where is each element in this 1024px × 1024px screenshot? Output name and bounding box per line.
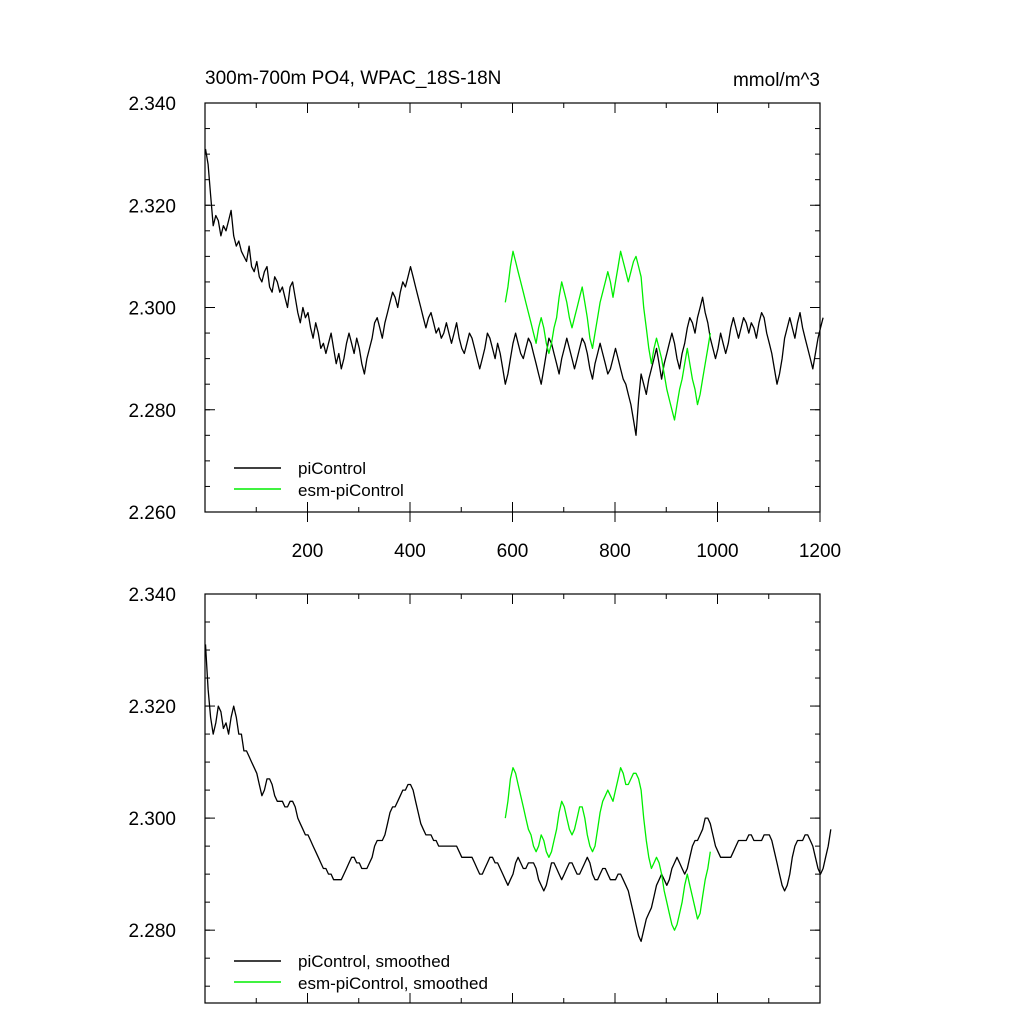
y-tick-label: 2.300 <box>128 809 176 830</box>
top-chart-title: 300m-700m PO4, WPAC_18S-18N <box>205 68 501 89</box>
x-tick-label: 1000 <box>696 541 738 562</box>
y-tick-label: 2.260 <box>128 503 176 524</box>
top-units-label: mmol/m^3 <box>733 70 820 91</box>
y-tick-label: 2.340 <box>128 94 176 115</box>
bottom-tick-layer: 2.280 2.300 2.320 2.340 <box>128 585 821 1003</box>
series-line-esm-picontrol <box>504 250 711 421</box>
legend-label-picontrol-smoothed: piControl, smoothed <box>298 952 450 971</box>
y-tick-label: 2.280 <box>128 921 176 942</box>
y-tick-label: 2.320 <box>128 697 176 718</box>
legend-label-picontrol: piControl <box>298 459 366 478</box>
legend-label-esm-picontrol-smoothed: esm-piControl, smoothed <box>298 974 488 993</box>
top-series-layer <box>204 148 824 436</box>
series-line-picontrol-smoothed <box>204 644 832 943</box>
top-legend: piControl esm-piControl <box>234 459 404 500</box>
bottom-panel: 2.280 2.300 2.320 2.340 piControl, smoothed… <box>128 585 832 1004</box>
series-line-esm-picontrol-smoothed <box>504 767 711 931</box>
y-tick-label: 2.280 <box>128 401 176 422</box>
y-tick-label: 2.320 <box>128 196 176 217</box>
legend-label-esm-picontrol: esm-piControl <box>298 481 404 500</box>
x-tick-label: 800 <box>599 541 631 562</box>
top-tick-layer: 200 400 600 800 1000 1200 2.260 2.280 2.300 2.320… <box>128 94 841 562</box>
x-tick-label: 400 <box>394 541 426 562</box>
bottom-legend: piControl, smoothed esm-piControl, smoot… <box>234 952 488 993</box>
bottom-plot-frame <box>204 593 821 1004</box>
x-tick-label: 600 <box>497 541 529 562</box>
bottom-series-layer <box>204 644 832 943</box>
x-tick-label: 1200 <box>799 541 841 562</box>
y-tick-label: 2.300 <box>128 299 176 320</box>
series-line-picontrol <box>204 148 824 436</box>
y-tick-label: 2.340 <box>128 585 176 606</box>
x-tick-label: 200 <box>292 541 324 562</box>
top-panel: 200 400 600 800 1000 1200 2.260 2.280 2.300 2.320… <box>128 68 841 562</box>
